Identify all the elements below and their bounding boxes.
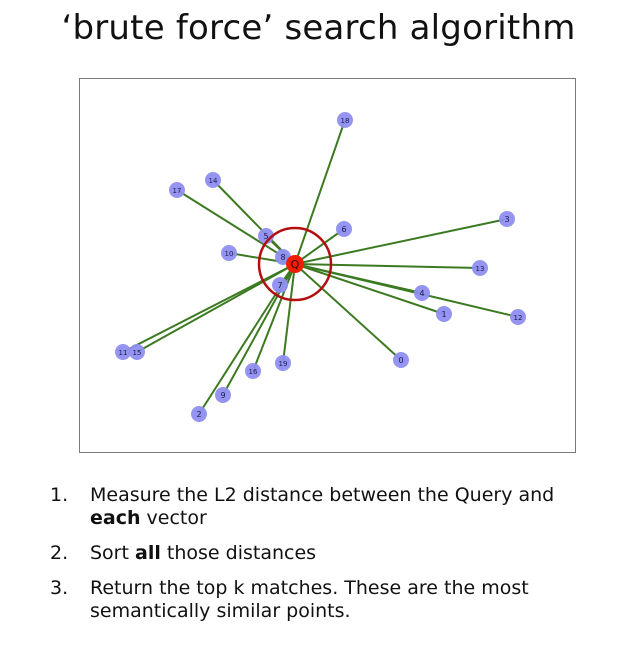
vector-point-label: 17	[173, 187, 182, 195]
step-text-2b: those distances	[160, 542, 317, 564]
vector-point-7: 7	[272, 277, 288, 293]
step-item-3: 3. Return the top k matches. These are t…	[50, 577, 610, 623]
vector-point-11: 11	[115, 344, 131, 360]
step-item-1: 1. Measure the L2 distance between the Q…	[50, 484, 610, 530]
vector-plot: 0 1 2 3 4 5 6 7 8 9 10 11 12 13 14 15 16 17 18 19 Q	[79, 78, 576, 453]
vector-point-dot	[215, 387, 231, 403]
vector-point-dot	[221, 245, 237, 261]
steps-list: 1. Measure the L2 distance between the Q…	[50, 484, 610, 635]
vector-point-3: 3	[499, 211, 515, 227]
step-text-1b: vector	[140, 507, 207, 529]
vector-point-label: 13	[476, 265, 485, 273]
vector-point-label: 2	[196, 410, 201, 419]
vector-point-dot	[414, 285, 430, 301]
vector-point-label: 18	[341, 117, 350, 125]
search-radius-ring	[257, 226, 333, 302]
vector-point-label: 14	[209, 177, 218, 185]
vector-point-label: 1	[441, 310, 446, 319]
vector-point-17: 17	[169, 182, 185, 198]
edge-17	[176, 189, 296, 265]
vector-point-10: 10	[221, 245, 237, 261]
vector-point-dot	[272, 277, 288, 293]
vector-point-5: 5	[258, 228, 274, 244]
edge-13	[294, 263, 481, 269]
vector-point-dot	[129, 344, 145, 360]
edge-0	[294, 263, 402, 361]
query-label: Q	[291, 258, 300, 271]
query-point: Q	[286, 255, 304, 273]
edge-12	[294, 263, 519, 318]
vector-point-label: 8	[280, 253, 285, 262]
edge-11	[122, 263, 296, 353]
vector-point-dot	[169, 182, 185, 198]
vector-point-label: 4	[419, 289, 424, 298]
vector-point-label: 6	[341, 225, 346, 234]
edge-19	[282, 263, 296, 364]
vector-point-dot	[436, 306, 452, 322]
step-number: 3.	[50, 577, 69, 599]
step-text-2a: Sort	[90, 542, 135, 564]
vector-point-label: 9	[220, 391, 225, 400]
vector-point-19: 19	[275, 355, 291, 371]
vector-point-dot	[245, 363, 261, 379]
vector-point-dot	[115, 344, 131, 360]
vector-point-16: 16	[245, 363, 261, 379]
page-title: ‘brute force’ search algorithm	[61, 8, 576, 48]
vector-point-dot	[191, 406, 207, 422]
vector-point-dot	[499, 211, 515, 227]
vector-point-12: 12	[510, 309, 526, 325]
vector-point-dot	[472, 260, 488, 276]
vector-point-4: 4	[414, 285, 430, 301]
vector-point-6: 6	[336, 221, 352, 237]
step-text-2-emphasis: all	[135, 542, 161, 564]
step-number: 2.	[50, 542, 69, 564]
step-text-1-emphasis: each	[90, 507, 141, 529]
step-text-3: Return the top k matches. These are the …	[90, 577, 529, 622]
vector-point-label: 15	[133, 349, 142, 357]
vector-point-label: 5	[263, 232, 268, 241]
vector-point-label: 11	[119, 349, 128, 357]
step-item-2: 2. Sort all those distances	[50, 542, 610, 565]
vector-point-18: 18	[337, 112, 353, 128]
edge-16	[252, 263, 296, 372]
vector-point-9: 9	[215, 387, 231, 403]
edge-18	[294, 119, 346, 265]
vector-point-label: 7	[277, 281, 282, 290]
vector-point-label: 10	[225, 250, 234, 258]
vector-point-label: 0	[398, 356, 403, 365]
vector-point-2: 2	[191, 406, 207, 422]
edge-1	[294, 263, 445, 315]
vector-point-dot	[393, 352, 409, 368]
vector-point-dot	[510, 309, 526, 325]
query-dot	[286, 255, 304, 273]
vector-point-dot	[205, 172, 221, 188]
vector-point-label: 19	[279, 360, 288, 368]
vector-point-1: 1	[436, 306, 452, 322]
step-text-1a: Measure the L2 distance between the Quer…	[90, 484, 555, 506]
edge-15	[136, 263, 296, 353]
vector-point-14: 14	[205, 172, 221, 188]
vector-point-dot	[258, 228, 274, 244]
vector-point-dot	[337, 112, 353, 128]
vector-point-label: 3	[504, 215, 509, 224]
vector-point-label: 16	[249, 368, 258, 376]
vector-point-0: 0	[393, 352, 409, 368]
vector-point-dot	[336, 221, 352, 237]
edge-6	[294, 228, 345, 265]
step-number: 1.	[50, 484, 69, 506]
vector-point-label: 12	[514, 314, 523, 322]
vector-point-dot	[275, 355, 291, 371]
vector-point-15: 15	[129, 344, 145, 360]
vector-point-13: 13	[472, 260, 488, 276]
